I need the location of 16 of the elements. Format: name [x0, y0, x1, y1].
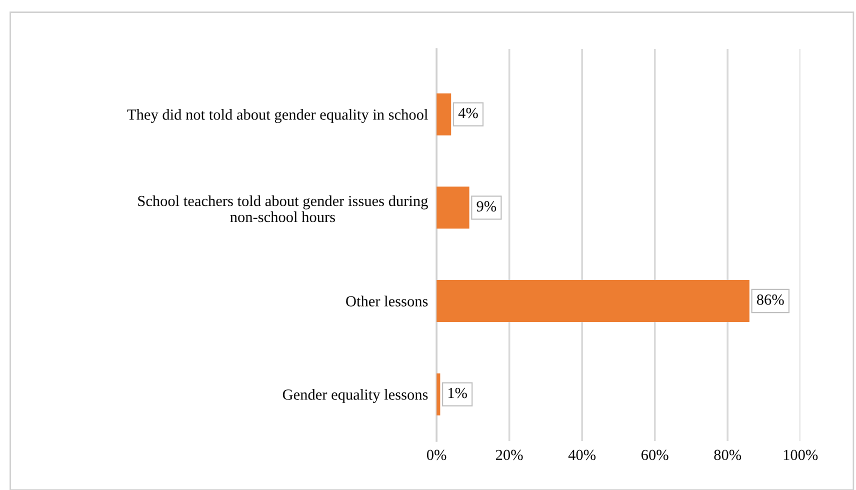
- data-label: 4%: [458, 108, 478, 118]
- bar: [436, 280, 750, 322]
- x-tick-label: 0%: [426, 450, 446, 460]
- y-tick-label: School teachers told about gender issues during non-school hours: [138, 195, 428, 222]
- x-tick-label: 100%: [784, 450, 818, 460]
- x-tick-label: 80%: [714, 450, 742, 460]
- data-label: 86%: [756, 294, 784, 305]
- bar: [436, 186, 470, 229]
- data-label: 9%: [476, 201, 496, 212]
- x-tick-label: 20%: [496, 450, 523, 460]
- x-tick-label: 40%: [568, 450, 596, 460]
- data-label: 1%: [448, 388, 467, 398]
- y-tick-label: Gender equality lessons: [282, 389, 428, 403]
- y-tick-label: They did not told about gender equality in school: [127, 109, 428, 123]
- x-tick-label: 60%: [641, 450, 668, 460]
- y-tick-label: Other lessons: [346, 296, 428, 306]
